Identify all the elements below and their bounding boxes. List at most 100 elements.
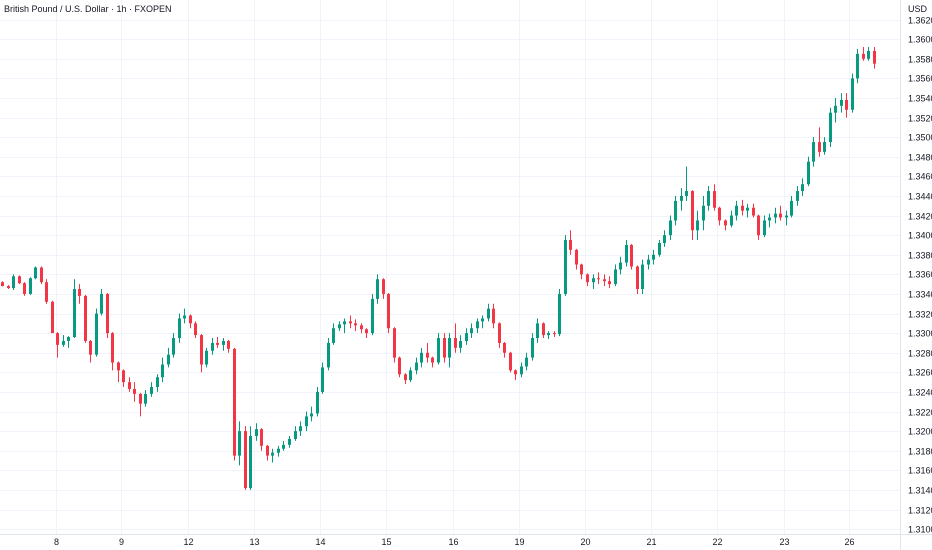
- candle: [89, 339, 92, 363]
- candle: [376, 274, 379, 304]
- candle: [696, 210, 699, 241]
- candle: [630, 243, 633, 270]
- candle: [856, 48, 859, 84]
- candle: [724, 219, 727, 231]
- candle-body: [663, 235, 666, 243]
- price-tick-label: 1.35000: [908, 133, 932, 143]
- candle-body: [807, 161, 810, 185]
- candle-body: [542, 323, 545, 336]
- candle: [426, 342, 429, 363]
- candle: [393, 327, 396, 363]
- candle-body: [448, 338, 451, 358]
- candle-body: [29, 278, 32, 294]
- candle: [316, 387, 319, 417]
- candle: [84, 294, 87, 343]
- candle: [597, 272, 600, 285]
- candle-body: [829, 112, 832, 143]
- candle-body: [244, 431, 247, 488]
- candle: [244, 426, 247, 490]
- candle-body: [45, 282, 48, 302]
- candle: [862, 47, 865, 61]
- candle: [834, 97, 837, 123]
- time-tick-label: 15: [381, 537, 391, 547]
- candle-body: [111, 333, 114, 363]
- candle-body: [84, 295, 87, 341]
- candle-body: [431, 357, 434, 363]
- candle-body: [222, 340, 225, 345]
- candle-body: [360, 325, 363, 330]
- price-tick-label: 1.35600: [908, 74, 932, 84]
- candle: [851, 73, 854, 113]
- candle-body: [454, 338, 457, 348]
- price-tick-label: 1.32200: [908, 408, 932, 418]
- candle: [172, 333, 175, 358]
- candle: [338, 321, 341, 332]
- candle: [67, 336, 70, 348]
- candle: [122, 369, 125, 388]
- candle: [718, 206, 721, 226]
- candle-body: [122, 370, 125, 383]
- candle: [139, 392, 142, 417]
- candle-body: [818, 142, 821, 152]
- candle: [619, 256, 622, 275]
- candle-body: [249, 436, 252, 488]
- price-tick-label: 1.32800: [908, 349, 932, 359]
- candle: [299, 421, 302, 437]
- candle: [514, 369, 517, 381]
- candle-body: [669, 220, 672, 236]
- price-tick-label: 1.34800: [908, 153, 932, 163]
- candle-body: [531, 338, 534, 358]
- candle-body: [332, 328, 335, 343]
- candle-body: [614, 269, 617, 285]
- price-tick-label: 1.33600: [908, 270, 932, 280]
- candle: [465, 328, 468, 345]
- candle-body: [89, 340, 92, 355]
- candle: [873, 47, 876, 69]
- candle-body: [288, 438, 291, 445]
- candle-body: [117, 362, 120, 371]
- candle-body: [845, 99, 848, 110]
- candle: [117, 361, 120, 383]
- price-tick-label: 1.32400: [908, 388, 932, 398]
- candle: [625, 240, 628, 267]
- price-axis[interactable]: 1.31000 1.31200 1.31400 1.31600 1.31800 1.320…: [908, 16, 932, 535]
- candle: [178, 313, 181, 343]
- candle-body: [459, 340, 462, 348]
- candle: [62, 335, 65, 347]
- time-axis[interactable]: 8 9 12 13 14 15 16 19 20 21 22 23 26: [54, 537, 855, 547]
- candle: [470, 323, 473, 339]
- candle-body: [481, 318, 484, 322]
- candle-body: [763, 220, 766, 236]
- time-tick-label: 22: [712, 537, 722, 547]
- candle: [520, 362, 523, 378]
- candle: [277, 445, 280, 457]
- candle-body: [652, 254, 655, 260]
- candle-body: [144, 393, 147, 404]
- time-tick-label: 8: [54, 537, 59, 547]
- candle: [144, 389, 147, 407]
- candle-body: [415, 362, 418, 371]
- time-tick-label: 12: [183, 537, 193, 547]
- candle: [752, 203, 755, 218]
- candle: [575, 248, 578, 270]
- price-tick-label: 1.33000: [908, 329, 932, 339]
- candle: [156, 374, 159, 392]
- candle: [674, 195, 677, 226]
- candle: [95, 308, 98, 357]
- candle-body: [735, 205, 738, 216]
- candle-body: [34, 267, 37, 279]
- candle: [547, 331, 550, 340]
- candle: [796, 186, 799, 206]
- candle: [437, 333, 440, 365]
- candle-body: [156, 377, 159, 388]
- candle: [305, 411, 308, 432]
- candle: [492, 303, 495, 329]
- candle: [713, 184, 716, 211]
- candle: [205, 347, 208, 368]
- candle-body: [547, 333, 550, 336]
- candle-body: [100, 293, 103, 314]
- candle-body: [569, 240, 572, 250]
- candle: [763, 215, 766, 238]
- candle-body: [487, 308, 490, 319]
